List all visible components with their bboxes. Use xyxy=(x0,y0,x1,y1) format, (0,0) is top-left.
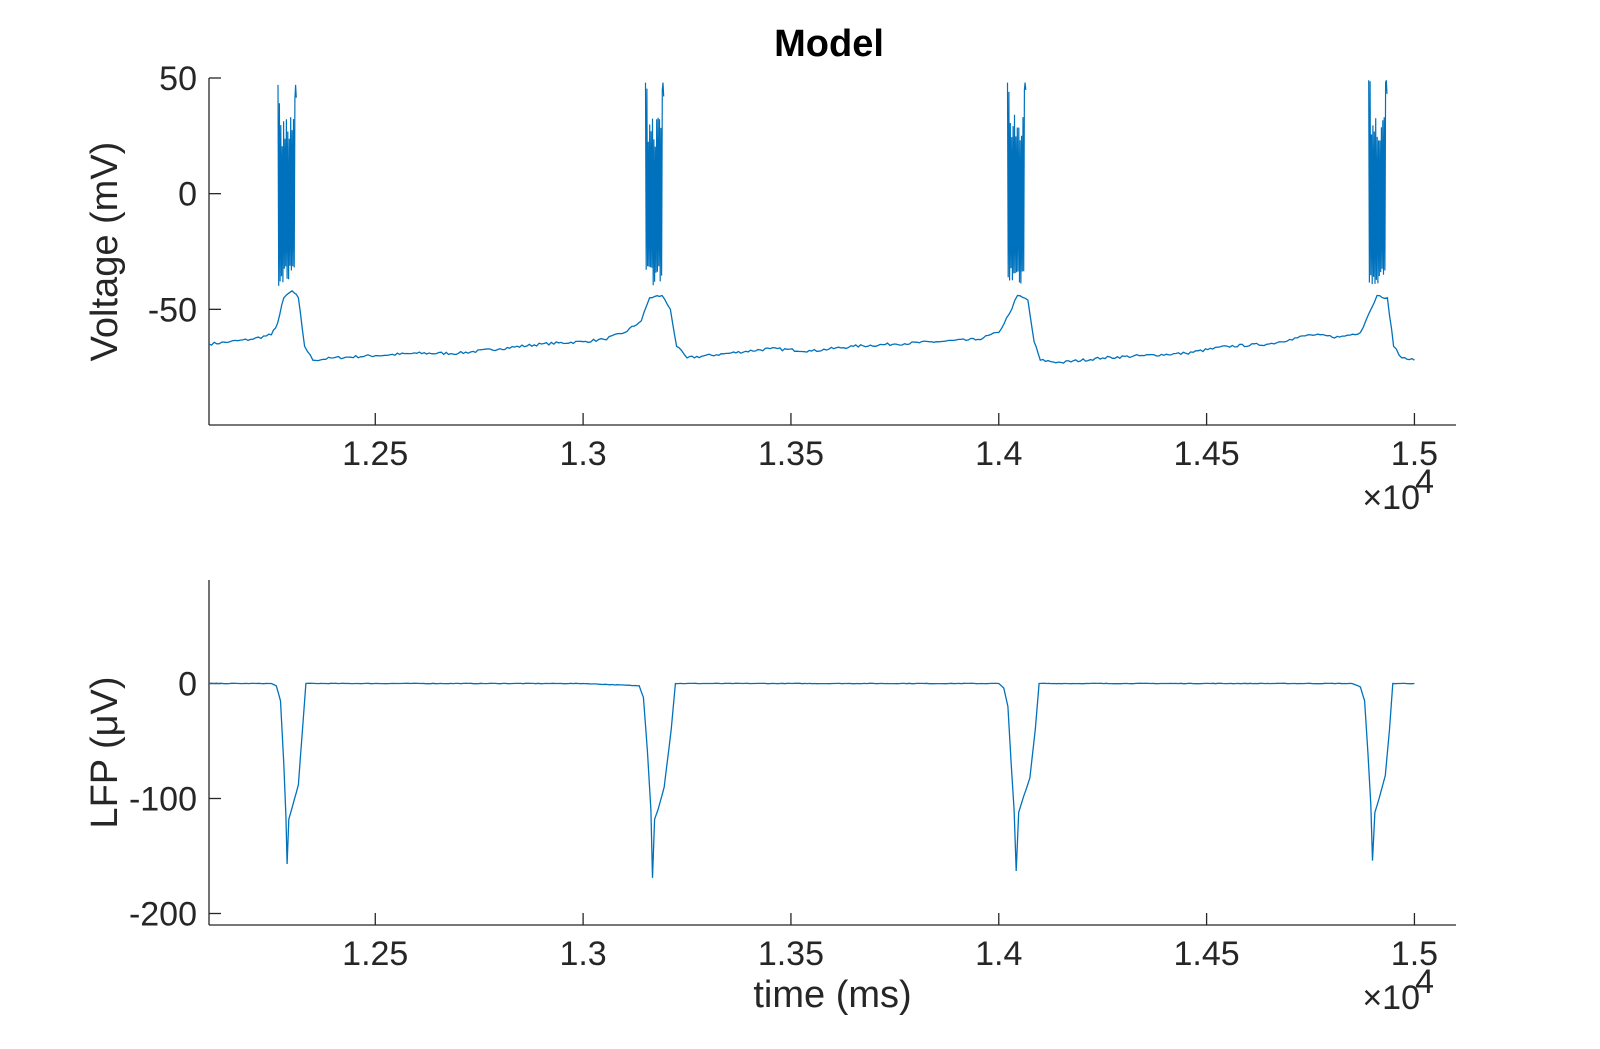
y-tick-label: 0 xyxy=(178,666,197,704)
y-tick-label: -50 xyxy=(148,291,197,329)
x-tick-label: 1.5 xyxy=(1391,935,1438,973)
figure-title: Model xyxy=(774,23,884,65)
x-exponent-power: 4 xyxy=(1415,963,1434,1001)
spike-burst xyxy=(644,82,665,286)
spike-burst xyxy=(1368,80,1388,285)
y-axis-label: Voltage (mV) xyxy=(84,142,126,362)
x-axis-label: time (ms) xyxy=(753,974,911,1016)
x-exponent-label: ×10 xyxy=(1362,979,1420,1017)
x-tick-label: 1.45 xyxy=(1174,435,1240,473)
spike-burst xyxy=(277,84,297,286)
x-tick-label: 1.35 xyxy=(758,935,824,973)
series-line xyxy=(208,289,1415,364)
x-tick-label: 1.25 xyxy=(342,435,408,473)
x-exponent-power: 4 xyxy=(1415,463,1434,501)
x-tick-label: 1.35 xyxy=(758,435,824,473)
y-tick-label: 50 xyxy=(159,60,197,98)
x-tick-label: 1.25 xyxy=(342,935,408,973)
y-tick-label: -200 xyxy=(129,896,197,934)
x-tick-label: 1.4 xyxy=(975,935,1022,973)
x-tick-label: 1.5 xyxy=(1391,435,1438,473)
spike-burst xyxy=(1006,82,1027,284)
x-tick-label: 1.45 xyxy=(1174,935,1240,973)
x-tick-label: 1.4 xyxy=(975,435,1022,473)
x-exponent-label: ×10 xyxy=(1362,479,1420,517)
lfp-panel: 1.25 1.3 1.35 1.4 1.45 1.5 0 -100 -200 ×104 LFP (μ… xyxy=(84,580,1456,1017)
x-tick-label: 1.3 xyxy=(559,435,606,473)
y-axis-label: LFP (μV) xyxy=(84,676,126,828)
y-tick-label: 0 xyxy=(178,176,197,214)
voltage-panel: 1.25 1.3 1.35 1.4 1.45 1.5 50 0 -50 ×104 Voltage (… xyxy=(84,60,1456,517)
series-line xyxy=(208,682,1415,878)
y-tick-label: -100 xyxy=(129,781,197,819)
x-tick-label: 1.3 xyxy=(559,935,606,973)
